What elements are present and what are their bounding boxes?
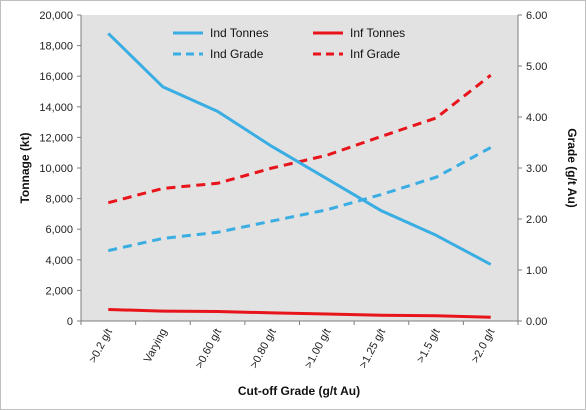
x-tick-label: >1.5 g/t — [415, 327, 443, 365]
x-tick-label: >0.2 g/t — [87, 327, 115, 365]
legend-label-inf-tonnes: Inf Tonnes — [350, 26, 405, 40]
y-tick-label: 14,000 — [39, 102, 73, 114]
y2-axis-title: Grade (g/t Au) — [565, 128, 579, 208]
ind-tonnes-line — [107, 32, 492, 266]
legend-label-ind-grade: Ind Grade — [210, 47, 264, 61]
legend-label-inf-grade: Inf Grade — [350, 47, 400, 61]
y-tick-label: 20,000 — [39, 10, 73, 22]
y-tick-label: 16,000 — [39, 71, 73, 83]
y-tick-label: 12,000 — [39, 132, 73, 144]
y-tick-label: 10,000 — [39, 163, 73, 175]
y2-tick-label: 6.00 — [526, 10, 547, 22]
x-tick-label: >1.00 g/t — [303, 327, 334, 371]
plot-area — [81, 15, 518, 321]
y2-tick-label: 4.00 — [526, 112, 547, 124]
y2-tick-label: 1.00 — [526, 265, 547, 277]
inf-tonnes-line — [108, 308, 491, 319]
y-tick-label: 2,000 — [45, 285, 73, 297]
ind-grade-line — [107, 146, 492, 253]
x-tick-label: >1.25 g/t — [357, 327, 388, 371]
legend-label-ind-tonnes: Ind Tonnes — [210, 26, 269, 40]
x-tick-label: Varying — [142, 327, 170, 365]
x-axis-title: Cut-off Grade (g/t Au) — [238, 384, 360, 398]
x-tick-label: >0.60 g/t — [193, 327, 224, 371]
y2-tick-label: 2.00 — [526, 214, 547, 226]
y2-tick-label: 3.00 — [526, 163, 547, 175]
x-tick-label: >2.0 g/t — [469, 327, 497, 365]
y-tick-label: 4,000 — [45, 255, 73, 267]
y2-tick-label: 5.00 — [526, 61, 547, 73]
y2-tick-label: 0.00 — [526, 316, 547, 328]
y-axis-title: Tonnage (kt) — [18, 132, 32, 203]
series-layer — [107, 32, 492, 319]
legend: Ind Tonnes Inf Tonnes Ind Grade Inf Grade — [173, 26, 405, 61]
x-tick-label: >0.80 g/t — [248, 327, 279, 371]
y-tick-label: 8,000 — [45, 194, 73, 206]
y-tick-label: 18,000 — [39, 41, 73, 53]
y-tick-label: 0 — [67, 316, 73, 328]
y-tick-label: 6,000 — [45, 224, 73, 236]
